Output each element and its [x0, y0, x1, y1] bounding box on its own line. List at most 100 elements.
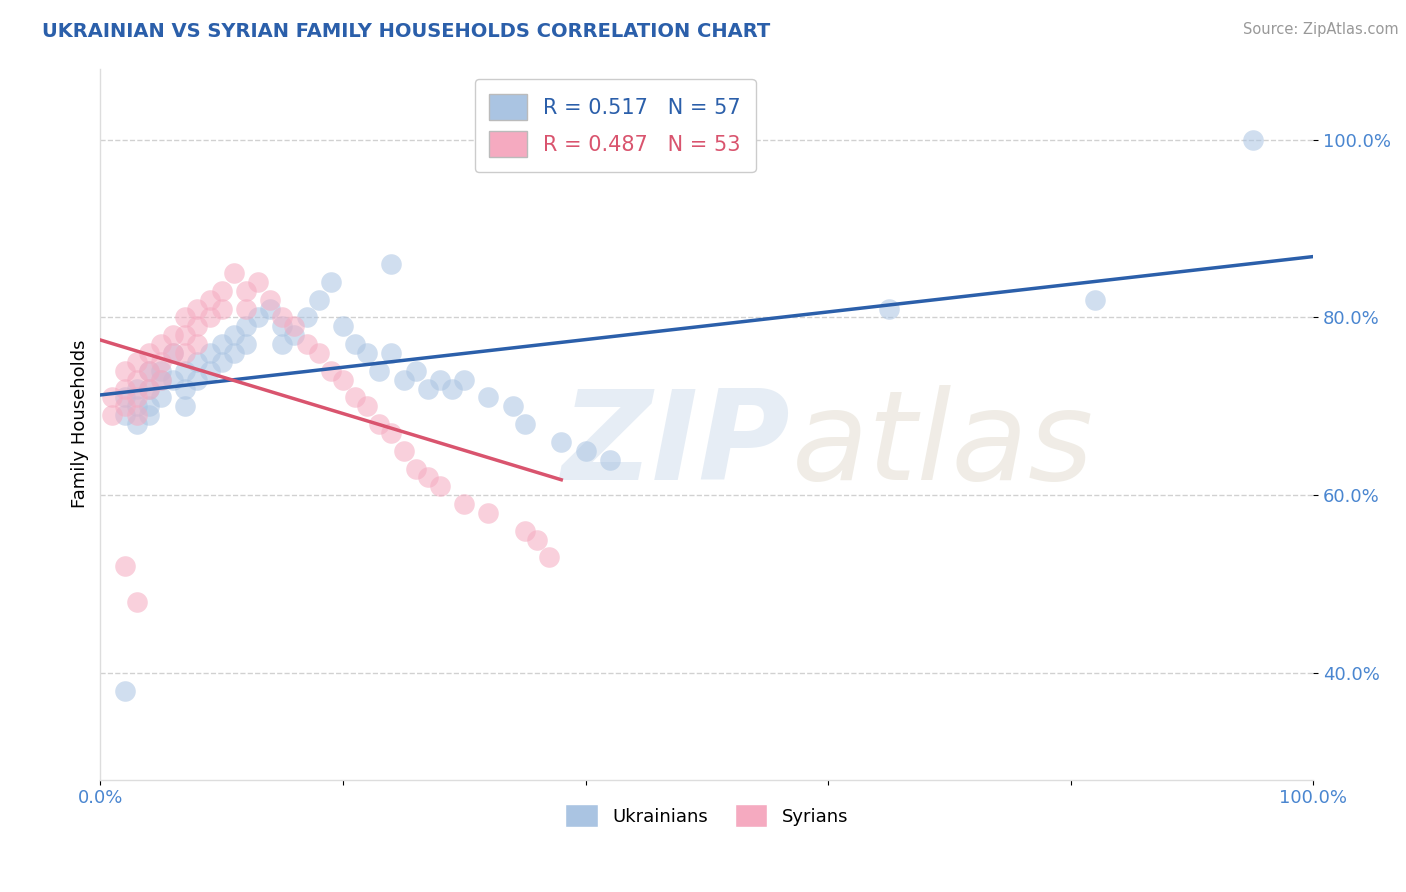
Point — [308, 293, 330, 307]
Y-axis label: Family Households: Family Households — [72, 340, 89, 508]
Point — [162, 373, 184, 387]
Point — [247, 310, 270, 325]
Point — [502, 399, 524, 413]
Point — [453, 373, 475, 387]
Point — [380, 346, 402, 360]
Point — [222, 266, 245, 280]
Point — [114, 382, 136, 396]
Point — [114, 408, 136, 422]
Point — [198, 293, 221, 307]
Point — [599, 452, 621, 467]
Point — [114, 399, 136, 413]
Point — [211, 337, 233, 351]
Point — [174, 328, 197, 343]
Point — [150, 364, 173, 378]
Point — [174, 364, 197, 378]
Point — [222, 328, 245, 343]
Point — [162, 328, 184, 343]
Point — [550, 434, 572, 449]
Point — [295, 337, 318, 351]
Point — [235, 337, 257, 351]
Point — [211, 355, 233, 369]
Point — [877, 301, 900, 316]
Point — [186, 337, 208, 351]
Point — [356, 399, 378, 413]
Point — [198, 346, 221, 360]
Point — [125, 355, 148, 369]
Point — [356, 346, 378, 360]
Point — [283, 328, 305, 343]
Point — [174, 399, 197, 413]
Point — [186, 373, 208, 387]
Point — [125, 373, 148, 387]
Point — [319, 275, 342, 289]
Point — [453, 497, 475, 511]
Point — [125, 391, 148, 405]
Point — [150, 373, 173, 387]
Point — [186, 355, 208, 369]
Point — [138, 382, 160, 396]
Point — [198, 310, 221, 325]
Point — [247, 275, 270, 289]
Point — [150, 373, 173, 387]
Point — [332, 373, 354, 387]
Point — [138, 408, 160, 422]
Point — [150, 355, 173, 369]
Point — [235, 301, 257, 316]
Point — [125, 417, 148, 431]
Point — [380, 257, 402, 271]
Point — [174, 346, 197, 360]
Point — [259, 293, 281, 307]
Point — [441, 382, 464, 396]
Point — [138, 399, 160, 413]
Point — [308, 346, 330, 360]
Point — [271, 310, 294, 325]
Point — [138, 364, 160, 378]
Point — [125, 408, 148, 422]
Point — [222, 346, 245, 360]
Point — [211, 301, 233, 316]
Point — [174, 310, 197, 325]
Point — [392, 443, 415, 458]
Point — [125, 399, 148, 413]
Point — [162, 346, 184, 360]
Point — [101, 391, 124, 405]
Point — [235, 319, 257, 334]
Point — [114, 559, 136, 574]
Point — [186, 301, 208, 316]
Point — [114, 364, 136, 378]
Point — [526, 533, 548, 547]
Point — [125, 595, 148, 609]
Point — [344, 391, 367, 405]
Point — [114, 683, 136, 698]
Point — [1241, 133, 1264, 147]
Point — [368, 417, 391, 431]
Point — [429, 479, 451, 493]
Point — [392, 373, 415, 387]
Point — [235, 284, 257, 298]
Point — [477, 506, 499, 520]
Point — [344, 337, 367, 351]
Point — [211, 284, 233, 298]
Point — [405, 461, 427, 475]
Point — [332, 319, 354, 334]
Text: UKRAINIAN VS SYRIAN FAMILY HOUSEHOLDS CORRELATION CHART: UKRAINIAN VS SYRIAN FAMILY HOUSEHOLDS CO… — [42, 22, 770, 41]
Point — [405, 364, 427, 378]
Point — [271, 337, 294, 351]
Point — [150, 337, 173, 351]
Point — [283, 319, 305, 334]
Point — [162, 346, 184, 360]
Point — [380, 425, 402, 440]
Point — [138, 382, 160, 396]
Point — [477, 391, 499, 405]
Point — [174, 382, 197, 396]
Point — [259, 301, 281, 316]
Text: atlas: atlas — [792, 385, 1094, 506]
Point — [429, 373, 451, 387]
Point — [271, 319, 294, 334]
Point — [198, 364, 221, 378]
Point — [574, 443, 596, 458]
Point — [416, 470, 439, 484]
Point — [138, 364, 160, 378]
Point — [513, 524, 536, 538]
